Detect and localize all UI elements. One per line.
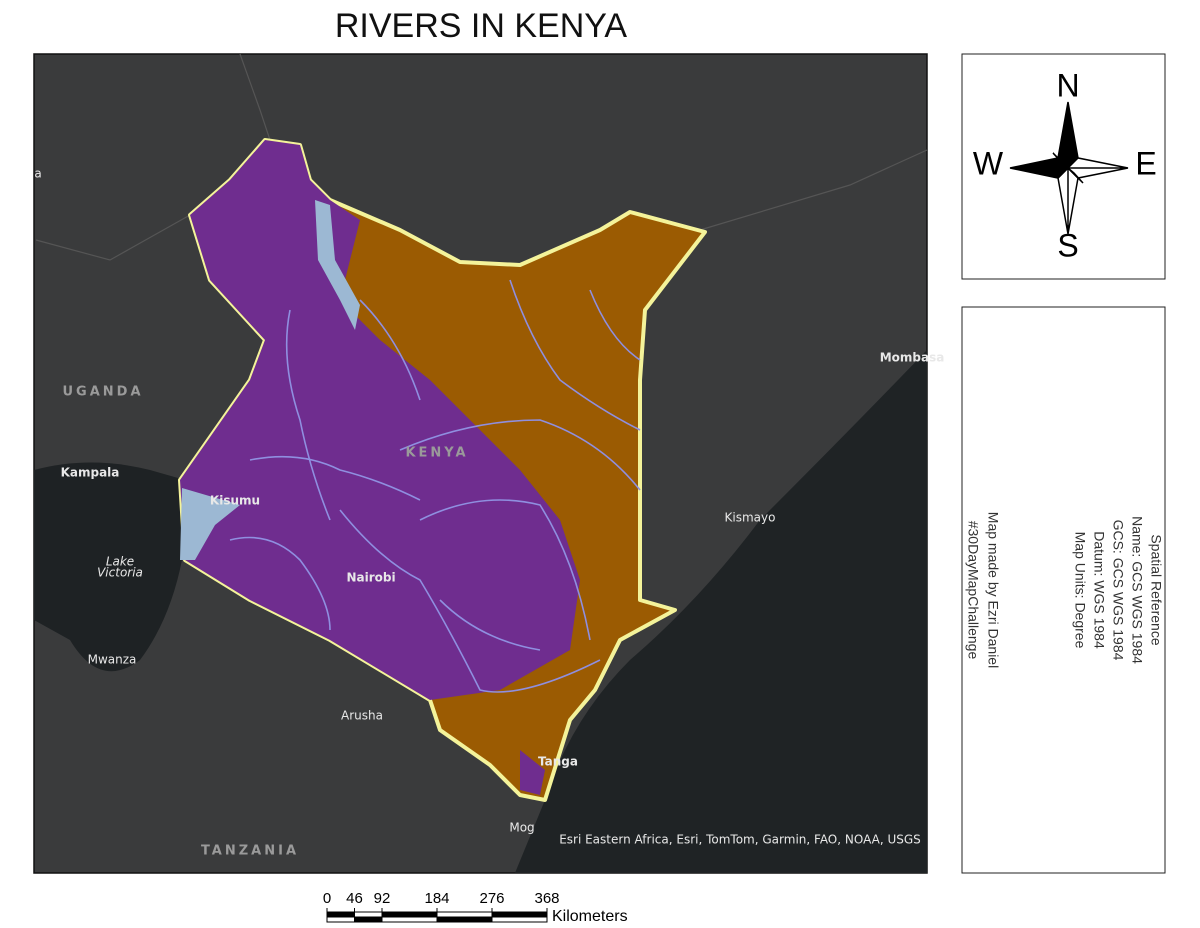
map-title: RIVERS IN KENYA xyxy=(335,7,628,45)
scale-tick-label: 46 xyxy=(346,890,363,907)
city-label: a xyxy=(34,167,41,181)
water-label: Lake xyxy=(106,555,134,569)
city-label: Tanga xyxy=(538,755,578,769)
credit-line: Map made by Ezri Daniel xyxy=(985,512,1001,668)
compass-n: N xyxy=(1056,67,1079,103)
city-label: Arusha xyxy=(341,709,383,723)
city-label: Kismayo xyxy=(725,511,776,525)
spatial-reference-line: GCS: GCS WGS 1984 xyxy=(1110,520,1126,661)
scale-segment xyxy=(326,916,355,923)
scale-tick-label: 92 xyxy=(374,890,391,907)
scale-segment xyxy=(381,911,438,918)
river xyxy=(419,499,591,641)
indian-ocean xyxy=(515,350,927,873)
compass-w: W xyxy=(973,145,1004,181)
scale-tick-label: 276 xyxy=(479,890,504,907)
scale-segment xyxy=(381,916,438,923)
spatial-reference-line: Datum: WGS 1984 xyxy=(1091,531,1107,649)
scale-segment xyxy=(436,916,493,923)
compass-e: E xyxy=(1135,145,1156,181)
rivers xyxy=(229,279,641,693)
river xyxy=(359,299,421,401)
river xyxy=(509,279,641,431)
river xyxy=(285,309,331,521)
scale-segment xyxy=(354,911,383,918)
scale-segment xyxy=(491,911,548,918)
city-label: Nairobi xyxy=(346,571,395,585)
scale-segment xyxy=(354,916,383,923)
border-line xyxy=(35,53,928,261)
compass-rose xyxy=(1009,101,1129,235)
river xyxy=(249,455,421,501)
country-label: TANZANIA xyxy=(201,844,299,859)
scale-segment xyxy=(491,916,548,923)
water-label: Victoria xyxy=(97,566,143,580)
scale-segment xyxy=(326,911,355,918)
spatial-reference-line: Spatial Reference xyxy=(1148,534,1164,646)
city-label: Mombasa xyxy=(880,351,945,365)
city-label: Mwanza xyxy=(88,653,137,667)
winam-gulf xyxy=(180,488,240,560)
country-label: UGANDA xyxy=(62,385,143,400)
river xyxy=(589,289,641,361)
river xyxy=(229,536,331,631)
spatial-reference-line: Name: GCS WGS 1984 xyxy=(1129,516,1145,664)
city-label: Kampala xyxy=(61,466,120,480)
city-label: Kisumu xyxy=(210,494,260,508)
river xyxy=(399,419,641,491)
river xyxy=(339,509,601,693)
scale-tick-label: 368 xyxy=(534,890,559,907)
lake-victoria-south xyxy=(34,560,182,672)
scale-tick-label: 0 xyxy=(323,890,331,907)
info-box xyxy=(961,306,1166,874)
map-frame xyxy=(33,53,928,874)
coast-highlands xyxy=(520,750,545,795)
kenya-highlands xyxy=(180,140,580,700)
river xyxy=(439,599,541,651)
lake-turkana xyxy=(315,200,360,330)
city-label: Mog xyxy=(509,821,534,835)
attribution: Esri Eastern Africa, Esri, TomTom, Garmi… xyxy=(559,833,921,847)
spatial-reference-line: Map Units: Degree xyxy=(1072,532,1088,649)
lake-victoria xyxy=(34,462,185,565)
country-label: KENYA xyxy=(405,446,468,461)
scale-tick-label: 184 xyxy=(424,890,449,907)
scale-segment xyxy=(436,911,493,918)
compass-s: S xyxy=(1057,227,1078,263)
credit-line: #30DayMapChallenge xyxy=(965,521,981,660)
scale-unit: Kilometers xyxy=(552,908,628,925)
